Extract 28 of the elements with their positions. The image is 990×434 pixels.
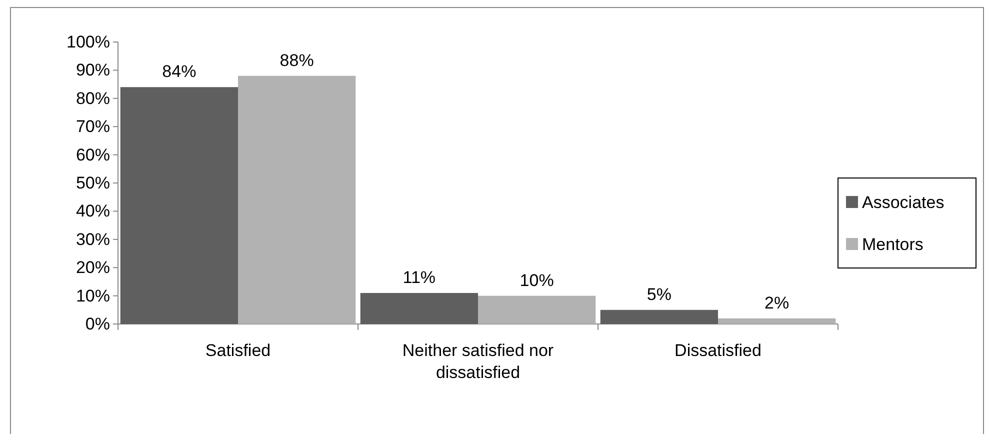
bar <box>120 87 238 324</box>
legend-label: Associates <box>862 193 944 212</box>
bar <box>718 318 836 324</box>
bar <box>600 310 718 324</box>
y-tick-label: 30% <box>76 230 110 249</box>
data-label: 2% <box>764 293 790 312</box>
data-label: 88% <box>280 50 314 70</box>
y-tick-label: 90% <box>76 60 110 80</box>
y-tick-label: 0% <box>85 314 110 334</box>
data-label: 10% <box>520 270 554 290</box>
y-tick-label: 40% <box>76 202 110 221</box>
bar <box>238 76 356 324</box>
y-tick-label: 60% <box>76 145 110 164</box>
data-label: 5% <box>646 284 672 304</box>
y-tick-label: 70% <box>76 117 110 136</box>
bar <box>360 292 478 324</box>
x-tick-label: Dissatisfied <box>674 340 762 360</box>
x-tick-label: Satisfied <box>205 340 271 360</box>
y-tick-label: 10% <box>76 286 110 306</box>
legend-label: Mentors <box>862 235 924 254</box>
y-tick-label: 80% <box>76 88 110 108</box>
x-tick-label: Neither satisfied nor dissatisfied <box>402 340 554 382</box>
bar <box>478 296 596 324</box>
y-tick-label: 50% <box>76 173 110 192</box>
data-label: 11% <box>402 268 436 287</box>
y-tick-label: 100% <box>66 32 110 52</box>
y-tick-label: 20% <box>76 258 110 278</box>
data-label: 84% <box>162 62 196 82</box>
